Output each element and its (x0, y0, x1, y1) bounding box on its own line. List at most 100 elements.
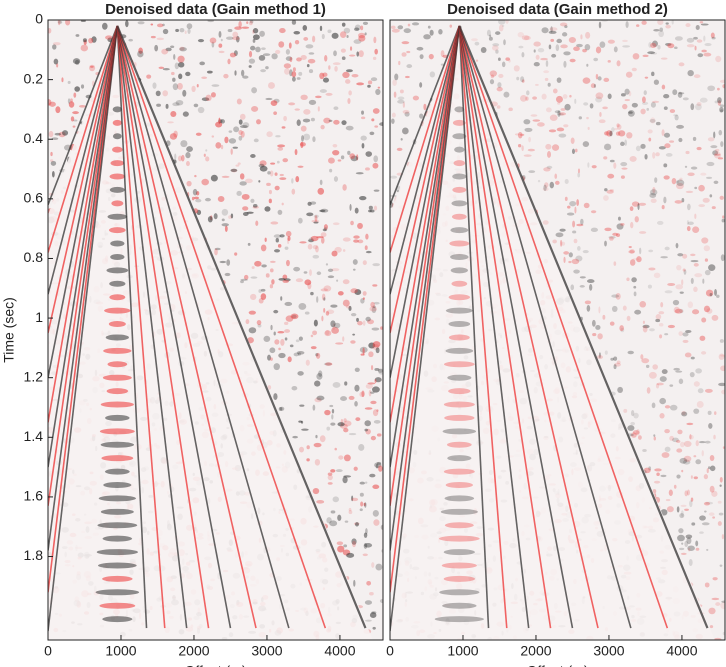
noise (48, 130, 54, 138)
noise (489, 70, 497, 77)
noise (48, 99, 52, 106)
noise (517, 131, 523, 139)
noise (239, 181, 247, 186)
noise (297, 371, 304, 376)
noise (586, 116, 589, 120)
noise (242, 206, 249, 211)
stripe (448, 334, 470, 341)
noise (667, 43, 675, 49)
noise (224, 136, 229, 144)
noise (368, 205, 373, 210)
noise (537, 48, 545, 53)
noise (293, 266, 301, 272)
noise (329, 168, 333, 173)
noise (505, 57, 510, 61)
stripe (99, 602, 136, 609)
event (458, 25, 632, 629)
noise (192, 188, 198, 196)
noise (372, 386, 380, 393)
noise (359, 391, 365, 398)
noise (308, 69, 314, 74)
noise (316, 296, 319, 303)
noise (361, 390, 365, 398)
noise (627, 425, 635, 431)
noise (664, 290, 673, 294)
noise (304, 279, 312, 286)
noise (641, 20, 647, 25)
noise (273, 309, 279, 314)
noise (598, 119, 606, 124)
noise (186, 146, 193, 153)
stripe (106, 267, 129, 274)
noise (73, 119, 78, 122)
noise (576, 223, 584, 227)
noise (603, 156, 608, 160)
noise (528, 170, 536, 174)
y-tick-label: 0.4 (24, 130, 44, 146)
noise (314, 458, 321, 466)
noise (523, 154, 532, 157)
noise (360, 501, 364, 507)
noise (260, 288, 266, 292)
noise (639, 247, 642, 255)
noise (603, 143, 612, 151)
noise (287, 236, 291, 241)
noise (711, 597, 720, 601)
noise (636, 256, 642, 263)
noise (61, 77, 64, 83)
noise (91, 36, 97, 43)
noise (273, 111, 277, 115)
noise (365, 250, 372, 254)
noise (270, 221, 279, 225)
noise (570, 137, 575, 145)
noise (681, 198, 685, 203)
noise (582, 77, 591, 84)
noise (708, 422, 713, 429)
noise (156, 23, 164, 28)
noise (239, 173, 245, 180)
noise (665, 22, 669, 25)
noise (283, 278, 291, 282)
noise (282, 158, 289, 163)
noise (323, 307, 326, 313)
noise (582, 250, 589, 254)
noise (268, 198, 272, 204)
noise (712, 150, 719, 156)
noise (658, 30, 665, 38)
noise (348, 507, 352, 512)
noise (247, 337, 254, 344)
noise (362, 297, 365, 300)
noise (664, 446, 671, 452)
event (458, 25, 508, 629)
noise (523, 35, 531, 41)
noise (582, 48, 587, 53)
noise (666, 506, 674, 513)
noise (345, 125, 354, 131)
noise (521, 35, 530, 41)
noise (501, 61, 506, 68)
noise (248, 58, 256, 64)
noise (277, 147, 284, 151)
noise (650, 101, 656, 108)
noise (653, 28, 660, 32)
noise (598, 21, 602, 29)
noise (342, 249, 346, 252)
noise (321, 236, 325, 244)
noise (318, 370, 323, 377)
noise (429, 29, 434, 36)
noise (606, 189, 614, 194)
noise (680, 441, 685, 448)
noise (625, 71, 633, 78)
noise (254, 260, 262, 267)
x-tick-label: 2000 (520, 643, 551, 659)
noise (555, 232, 564, 238)
noise (291, 188, 296, 195)
noise (617, 124, 622, 130)
noise (342, 184, 347, 191)
noise (665, 42, 672, 46)
noise (607, 60, 611, 63)
noise (488, 36, 493, 41)
stripe (451, 280, 468, 287)
stripe (100, 508, 134, 515)
noise (618, 216, 621, 221)
